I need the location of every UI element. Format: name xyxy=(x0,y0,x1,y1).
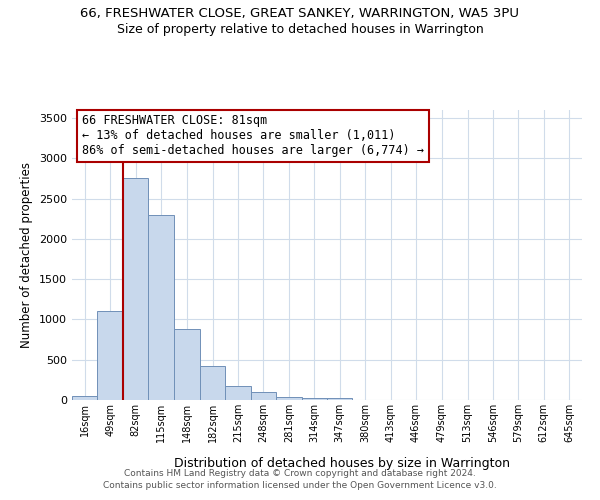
Bar xyxy=(123,178,148,400)
Text: Size of property relative to detached houses in Warrington: Size of property relative to detached ho… xyxy=(116,22,484,36)
Bar xyxy=(97,312,123,400)
Bar xyxy=(327,398,352,400)
Bar xyxy=(72,396,97,400)
Text: Contains HM Land Registry data © Crown copyright and database right 2024.: Contains HM Land Registry data © Crown c… xyxy=(124,468,476,477)
Text: 66, FRESHWATER CLOSE, GREAT SANKEY, WARRINGTON, WA5 3PU: 66, FRESHWATER CLOSE, GREAT SANKEY, WARR… xyxy=(80,8,520,20)
Y-axis label: Number of detached properties: Number of detached properties xyxy=(20,162,34,348)
Bar xyxy=(173,329,200,400)
Bar xyxy=(302,398,327,400)
Text: 66 FRESHWATER CLOSE: 81sqm
← 13% of detached houses are smaller (1,011)
86% of s: 66 FRESHWATER CLOSE: 81sqm ← 13% of deta… xyxy=(82,114,424,158)
Bar xyxy=(251,392,276,400)
Bar xyxy=(148,214,173,400)
Text: Distribution of detached houses by size in Warrington: Distribution of detached houses by size … xyxy=(174,458,510,470)
Text: Contains public sector information licensed under the Open Government Licence v3: Contains public sector information licen… xyxy=(103,481,497,490)
Bar xyxy=(226,386,251,400)
Bar xyxy=(200,366,226,400)
Bar xyxy=(276,397,302,400)
